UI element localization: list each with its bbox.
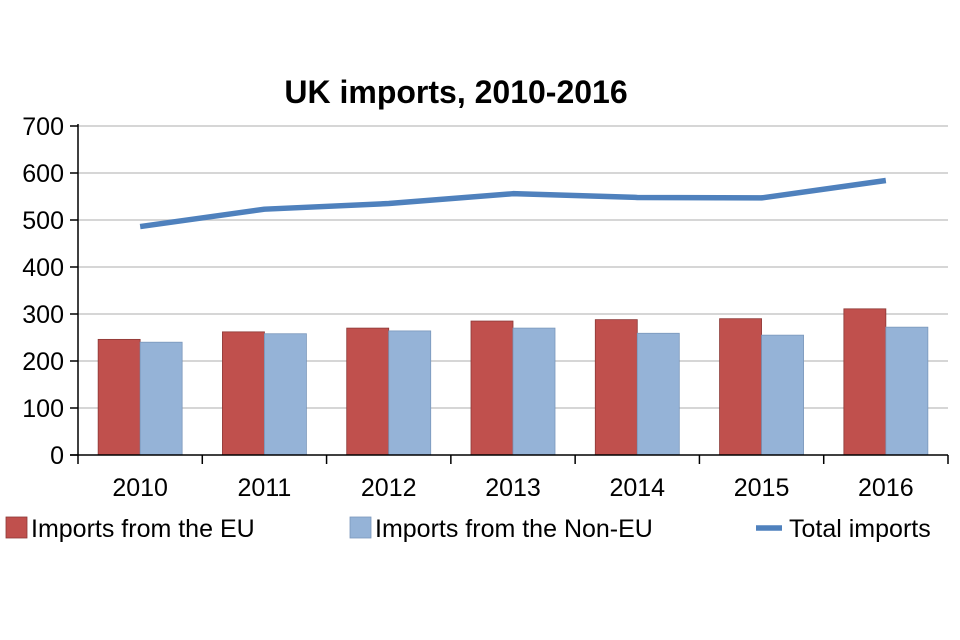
x-tick-label: 2013 xyxy=(485,474,541,502)
bars xyxy=(97,308,929,456)
y-tick-label: 500 xyxy=(22,207,64,235)
bar-non-eu xyxy=(139,341,183,456)
bar-eu xyxy=(843,308,887,456)
y-tick-label: 200 xyxy=(22,348,64,376)
y-tick-label: 400 xyxy=(22,254,64,282)
bar-non-eu xyxy=(264,333,307,456)
y-tick-label: 300 xyxy=(22,301,64,329)
x-tick-label: 2014 xyxy=(609,474,665,502)
x-tick-label: 2010 xyxy=(112,474,168,502)
axes xyxy=(70,124,949,464)
bar-eu xyxy=(97,338,141,456)
bar-eu xyxy=(222,331,265,456)
legend: Imports from the EU Imports from the Non-… xyxy=(5,515,931,543)
bar-eu xyxy=(346,327,390,456)
total-line-layer xyxy=(139,177,887,230)
bar-non-eu xyxy=(636,332,680,456)
legend-label: Imports from the Non-EU xyxy=(375,515,653,543)
bar-non-eu xyxy=(761,334,804,456)
y-tick-label: 100 xyxy=(22,395,64,423)
y-tick-label: 600 xyxy=(22,160,64,188)
y-tick-label: 0 xyxy=(50,442,64,470)
legend-label: Imports from the EU xyxy=(31,515,255,543)
legend-swatch xyxy=(349,516,372,539)
x-tick-label: 2011 xyxy=(238,474,292,502)
legend-swatch xyxy=(5,516,28,539)
bar-eu xyxy=(470,320,514,456)
bar-non-eu xyxy=(885,326,929,456)
x-axis-ticks: 2010 2011 2012 2013 2014 2015 2016 xyxy=(112,474,913,502)
bar-eu xyxy=(719,318,762,456)
x-tick-label: 2015 xyxy=(734,474,790,502)
chart-title: UK imports, 2010-2016 xyxy=(284,74,627,110)
x-tick-label: 2016 xyxy=(858,474,914,502)
x-tick-label: 2012 xyxy=(361,474,417,502)
bar-eu xyxy=(594,319,638,456)
bar-non-eu xyxy=(512,327,556,456)
bar-non-eu xyxy=(388,330,432,456)
y-tick-label: 700 xyxy=(22,113,64,141)
legend-label: Total imports xyxy=(789,515,931,543)
y-axis-ticks: 0 100 200 300 400 500 600 700 xyxy=(22,113,64,470)
